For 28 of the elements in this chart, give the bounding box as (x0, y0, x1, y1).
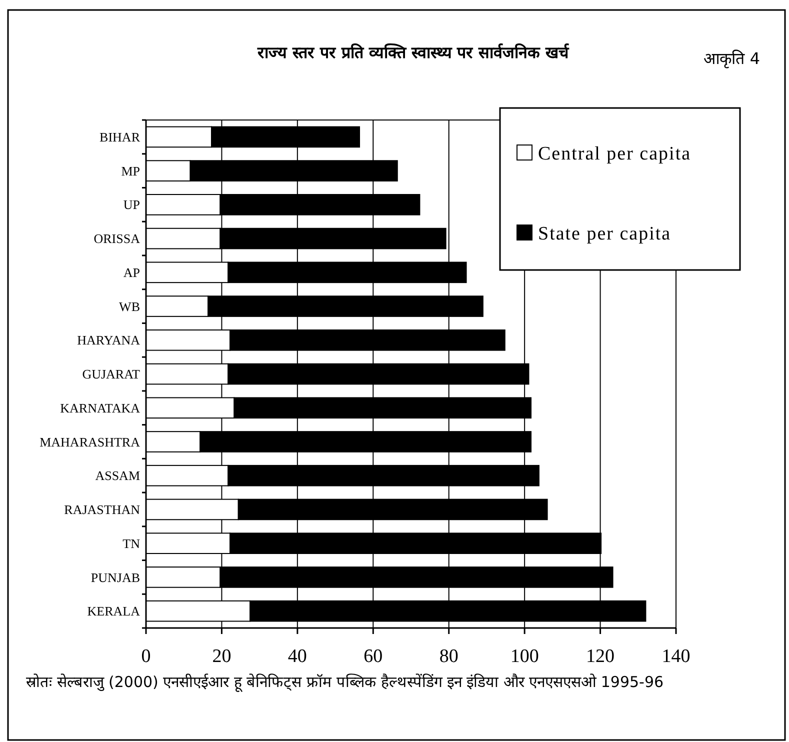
text: स्रोतः सेल्बराजु (2000) एनसीएईआर हू बेनिफिट्स फ्रॉम पब्लिक हैल्थस्पेंडिंग इन इंडिया और एनएसएसओ 1995-96 (26, 672, 665, 694)
legend-label: State per capita (538, 224, 672, 245)
x-tick-label: 120 (586, 646, 615, 667)
y-tick-label: WB (119, 298, 140, 314)
y-tick-label: PUNJAB (90, 570, 140, 585)
x-tick-label: 80 (439, 646, 458, 667)
x-tick-label: 140 (662, 646, 690, 667)
x-tick-label: 100 (510, 646, 539, 667)
text: आकृति 4 (704, 49, 760, 69)
y-tick-label: GUJARAT (82, 366, 140, 382)
x-tick-label: 0 (141, 646, 151, 667)
y-tick-label: ASSAM (95, 468, 140, 484)
y-tick-label: TN (122, 536, 141, 551)
y-tick-label: KERALA (87, 604, 141, 619)
y-tick-label: KARNATAKA (60, 400, 141, 416)
x-tick-label: 40 (288, 646, 307, 667)
y-tick-label: BIHAR (100, 129, 140, 144)
x-tick-label: 60 (364, 646, 383, 667)
y-tick-label: HARYANA (77, 332, 141, 348)
y-tick-label: MP (121, 163, 140, 178)
y-tick-label: AP (123, 264, 140, 280)
y-tick-label: RAJASTHAN (64, 502, 141, 518)
y-tick-label: UP (123, 197, 140, 212)
y-tick-label: MAHARASHTRA (40, 434, 141, 450)
legend-label: Central per capita (538, 144, 692, 165)
x-tick-label: 20 (212, 646, 232, 667)
y-tick-label: ORISSA (94, 231, 141, 246)
chart-title: राज्य स्तर पर प्रति व्यक्ति स्वास्थ्य पर सार्वजनिक खर्च (256, 43, 570, 62)
